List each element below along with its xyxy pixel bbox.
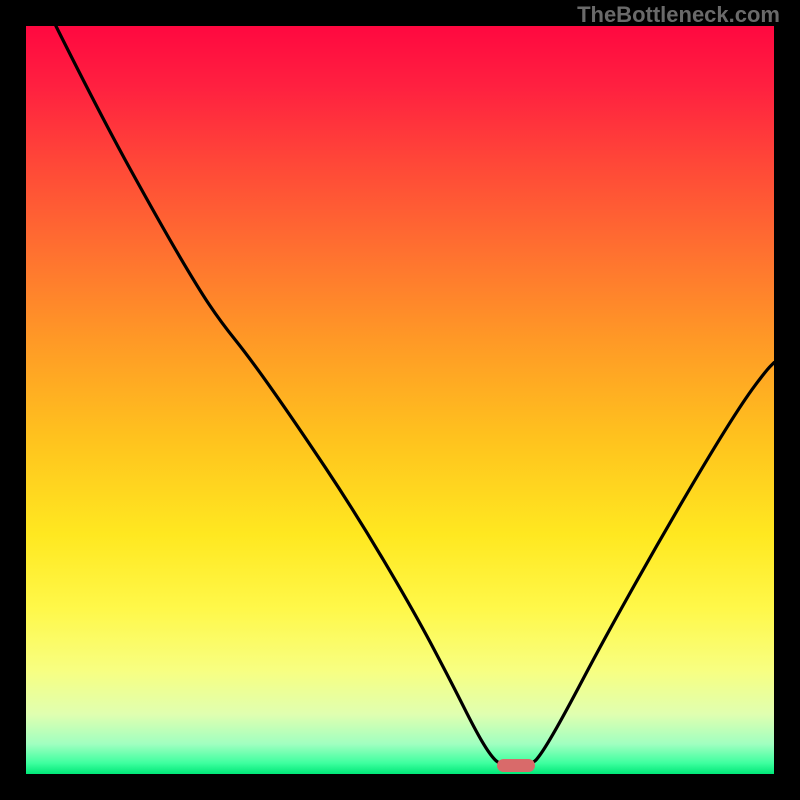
bottleneck-chart: TheBottleneck.com: [0, 0, 800, 800]
curve-layer: [26, 26, 774, 774]
watermark-text: TheBottleneck.com: [577, 2, 780, 28]
bottleneck-curve: [56, 26, 774, 766]
optimal-marker-pill: [497, 759, 534, 772]
plot-area: [26, 26, 774, 774]
